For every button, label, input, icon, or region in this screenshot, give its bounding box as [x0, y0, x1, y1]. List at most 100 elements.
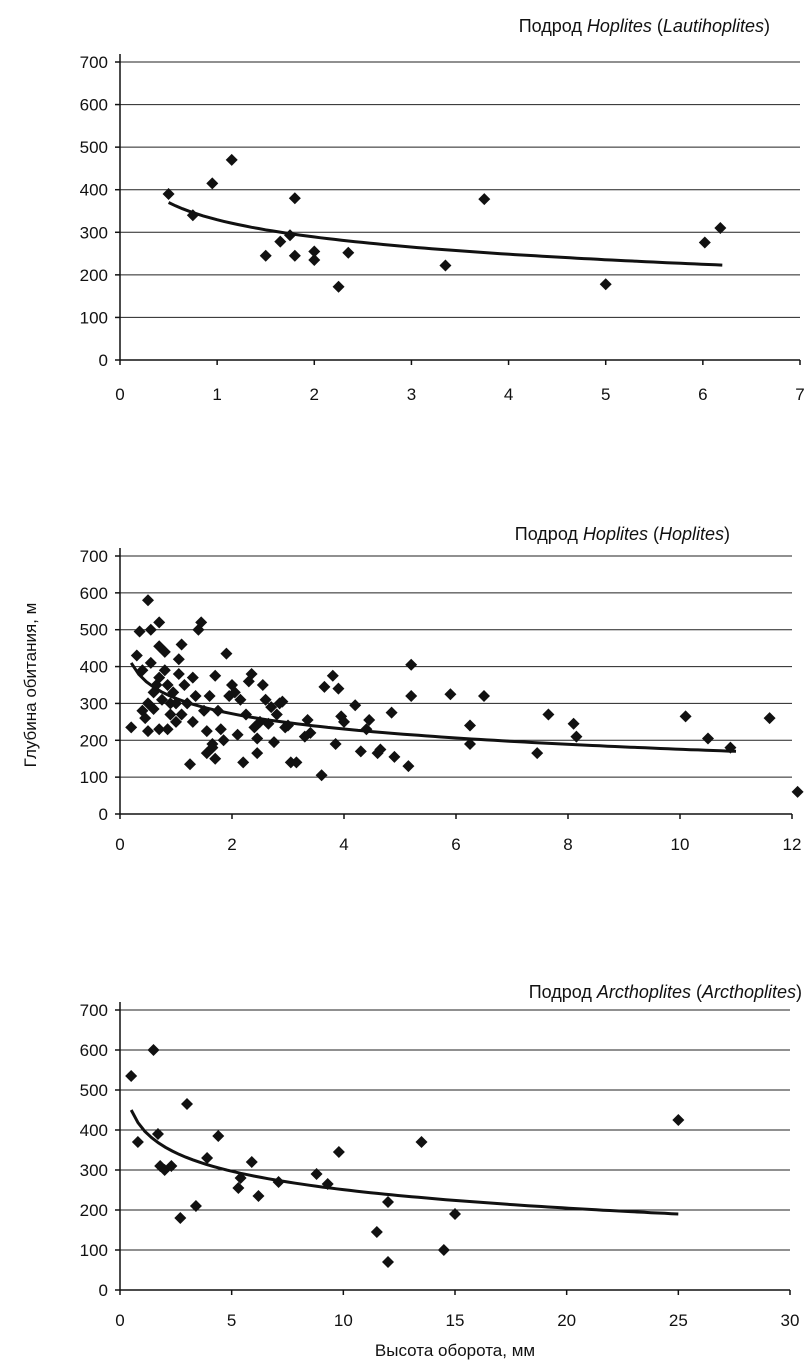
chart2-data-point — [315, 769, 328, 782]
chart3-x-tick-label-0: 0 — [115, 1311, 124, 1330]
chart3-x-tick-label-10: 10 — [334, 1311, 353, 1330]
chart2-data-point — [270, 708, 283, 721]
chart1: Подрод Hoplites (Lautihoplites)010020030… — [80, 16, 805, 404]
chart3-x-tick-label-15: 15 — [446, 1311, 465, 1330]
chart1-title-part-1: Hoplites — [587, 16, 652, 36]
chart1-data-point — [342, 246, 355, 259]
chart2-data-point — [170, 697, 182, 710]
chart1-x-tick-label-2: 2 — [310, 385, 319, 404]
chart3-title-part-0: Подрод — [529, 982, 597, 1002]
chart3-y-tick-label-200: 200 — [80, 1201, 108, 1220]
chart2-data-point — [189, 690, 202, 703]
chart2-data-point — [209, 669, 222, 682]
chart3-data-point — [449, 1208, 461, 1220]
chart2-data-point — [567, 717, 580, 730]
chart1-x-tick-label-3: 3 — [407, 385, 416, 404]
chart2-data-point — [332, 682, 345, 695]
chart2-data-point — [245, 667, 258, 680]
chart2-data-point — [170, 715, 182, 728]
chart2-data-point — [385, 706, 398, 719]
chart2-y-tick-label-400: 400 — [80, 658, 108, 677]
chart2-data-point — [763, 712, 776, 725]
chart3-data-point — [310, 1168, 323, 1180]
chart3-data-point — [174, 1212, 187, 1224]
chart3-title-part-3: Arcthoplites — [701, 982, 796, 1002]
chart2-data-point — [203, 690, 216, 703]
chart1-title-part-0: Подрод — [519, 16, 587, 36]
chart1-title-part-3: Lautihoplites — [663, 16, 764, 36]
chart2-x-tick-label-8: 8 — [563, 835, 572, 854]
chart2-data-point — [251, 747, 264, 760]
chart2-title-part-3: Hoplites — [659, 524, 724, 544]
chart2-data-point — [172, 667, 185, 680]
chart2-data-point — [374, 743, 387, 756]
chart2-data-point — [200, 725, 213, 738]
chart3-title-part-2: ( — [691, 982, 702, 1002]
chart2-data-point — [178, 679, 191, 691]
chart2-data-point — [184, 758, 196, 771]
chart1-data-point — [439, 259, 452, 272]
chart3-data-point — [212, 1130, 225, 1142]
chart2-data-point — [144, 623, 157, 636]
chart2-data-point — [349, 699, 362, 712]
chart1-x-tick-label-1: 1 — [212, 385, 221, 404]
chart2-data-point — [282, 719, 294, 732]
chart3-data-point — [382, 1256, 394, 1268]
chart2: Подрод Hoplites (Hoplites)01002003004005… — [21, 524, 804, 854]
chart2-data-point — [326, 669, 339, 682]
chart3-title-part-1: Arcthoplites — [596, 982, 691, 1002]
chart1-data-point — [206, 177, 219, 190]
chart2-data-point — [338, 715, 350, 728]
chart3-x-tick-label-5: 5 — [227, 1311, 236, 1330]
chart3-data-point — [131, 1136, 144, 1148]
chart2-data-point — [251, 732, 264, 745]
chart3-x-tick-label-25: 25 — [669, 1311, 688, 1330]
chart1-data-point — [714, 222, 727, 235]
chart1-x-tick-label-4: 4 — [504, 385, 513, 404]
chart3-data-point — [165, 1160, 178, 1172]
chart3-data-point — [125, 1070, 138, 1082]
chart2-data-point — [195, 616, 208, 629]
chart1-y-tick-label-200: 200 — [80, 266, 108, 285]
chart3-data-point — [245, 1156, 258, 1168]
chart2-data-point — [402, 760, 415, 773]
chart3-data-point — [321, 1178, 334, 1190]
chart2-data-point — [133, 625, 146, 638]
chart1-data-point — [259, 249, 272, 262]
chart2-x-tick-label-4: 4 — [339, 835, 348, 854]
chart2-data-point — [329, 737, 342, 750]
chart2-data-point — [318, 680, 331, 693]
chart2-data-point — [240, 708, 252, 721]
chart2-data-point — [237, 756, 250, 769]
chart1-data-point — [288, 192, 301, 205]
chart3: Подрод Arcthoplites (Arcthoplites)010020… — [80, 982, 802, 1360]
chart2-data-point — [791, 785, 804, 798]
chart1-y-tick-label-700: 700 — [80, 53, 108, 72]
chart2-y-tick-label-600: 600 — [80, 584, 108, 603]
chart2-data-point — [142, 725, 154, 738]
chart2-data-point — [301, 714, 314, 727]
chart1-data-point — [162, 187, 175, 200]
chart1-data-point — [332, 280, 345, 293]
chart3-data-point — [252, 1190, 265, 1202]
chart2-y-tick-label-200: 200 — [80, 731, 108, 750]
chart1-x-tick-label-7: 7 — [795, 385, 804, 404]
chart3-y-tick-label-100: 100 — [80, 1241, 108, 1260]
chart2-data-point — [125, 721, 138, 734]
chart2-data-point — [265, 701, 278, 714]
chart3-trendline — [129, 1109, 679, 1216]
chart2-data-point — [478, 690, 490, 703]
chart3-y-tick-label-0: 0 — [99, 1281, 108, 1300]
chart2-x-tick-label-6: 6 — [451, 835, 460, 854]
chart2-data-point — [158, 664, 171, 677]
chart1-y-tick-label-400: 400 — [80, 181, 108, 200]
chart3-data-point — [189, 1200, 202, 1212]
chart1-title-part-2: ( — [652, 16, 663, 36]
chart2-data-point — [464, 737, 476, 750]
chart2-data-point — [164, 708, 177, 721]
chart3-data-point — [415, 1136, 428, 1148]
chart2-title-part-2: ( — [648, 524, 659, 544]
chart2-data-point — [220, 647, 233, 660]
chart3-y-tick-label-500: 500 — [80, 1081, 108, 1100]
